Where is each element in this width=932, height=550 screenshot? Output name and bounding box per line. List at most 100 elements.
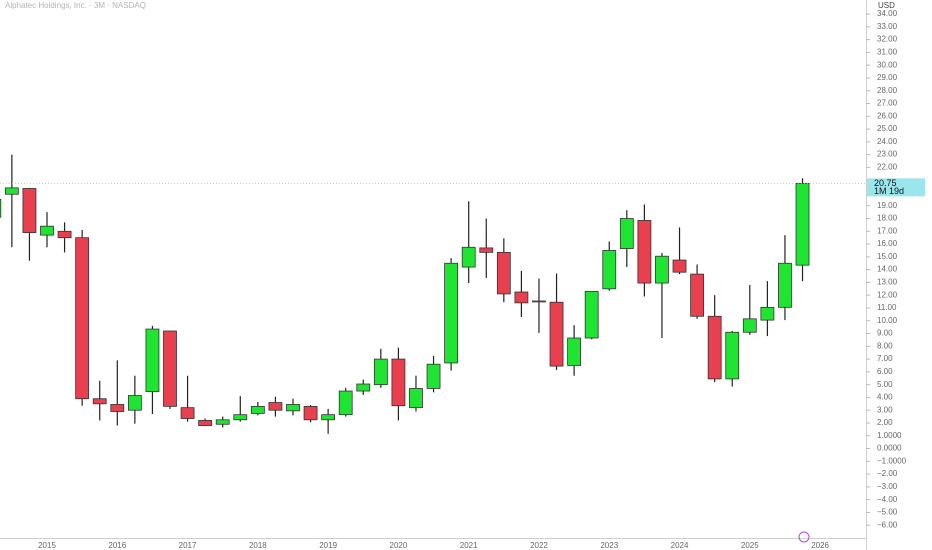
candle-body <box>268 402 283 411</box>
x-tick-label: 2016 <box>108 541 126 550</box>
candle-body <box>461 246 476 268</box>
y-tick-label: 28.00 <box>877 86 898 95</box>
candle-body <box>567 337 582 366</box>
y-tick-label: 30.00 <box>877 60 898 69</box>
y-tick-label: 6.00 <box>877 367 893 376</box>
candle-body <box>338 390 353 416</box>
candle-body <box>391 358 406 407</box>
candle-body <box>707 315 722 380</box>
y-tick-label: 8.00 <box>877 341 893 350</box>
candle-body <box>778 262 792 308</box>
y-tick-label: 19.00 <box>877 201 898 210</box>
y-tick-label: 16.00 <box>877 239 898 248</box>
y-tick-label: 34.00 <box>877 9 898 18</box>
y-tick-label: 5.00 <box>877 380 893 389</box>
y-tick-label: 15.00 <box>877 252 898 261</box>
candle-body <box>4 187 19 195</box>
candle-body <box>127 395 142 411</box>
x-tick-label: 2019 <box>319 541 337 550</box>
candle-body <box>286 404 300 412</box>
y-tick-label: −5.00 <box>877 508 898 517</box>
candle-body <box>250 405 265 414</box>
x-tick-label: 2015 <box>38 541 56 550</box>
candle-body <box>655 255 669 284</box>
x-tick-label: 2022 <box>530 541 548 550</box>
x-tick-label: 2025 <box>741 541 759 550</box>
x-tick-label: 2020 <box>390 541 408 550</box>
y-tick-label: 11.00 <box>877 303 897 312</box>
candle-body <box>637 220 652 284</box>
x-tick-label: 2024 <box>671 541 689 550</box>
candle-body <box>426 363 441 389</box>
candle-body <box>690 273 704 317</box>
candle-body <box>514 291 529 304</box>
y-tick-label: 4.00 <box>877 393 893 402</box>
candle-body <box>742 318 757 333</box>
y-tick-label: 25.00 <box>877 124 898 133</box>
chart-title: Alphatec Holdings, Inc. · 3M · NASDAQ <box>5 1 146 10</box>
candle-body <box>549 301 564 367</box>
y-tick-label: 14.00 <box>877 265 898 274</box>
candle-body <box>215 419 230 425</box>
y-tick-label: −3.00 <box>877 482 898 491</box>
y-tick-label: 7.00 <box>877 354 893 363</box>
candle-body <box>92 398 107 405</box>
candle-body <box>57 230 72 239</box>
candle-body <box>356 383 371 392</box>
last-price-label: 20.75 <box>874 178 897 188</box>
candle-body <box>75 237 90 400</box>
y-tick-label: −1.0000 <box>877 456 907 465</box>
candle-body <box>198 420 213 426</box>
y-tick-label: 29.00 <box>877 73 898 82</box>
candle-body <box>373 358 388 386</box>
candle-body <box>619 218 634 249</box>
candle-body <box>303 405 318 421</box>
candle-body <box>795 182 810 266</box>
y-tick-label: 24.00 <box>877 137 898 146</box>
candle-body <box>40 225 54 236</box>
candle-body <box>496 251 511 295</box>
y-tick-label: 23.00 <box>877 150 898 159</box>
y-tick-label: 0.0000 <box>877 444 902 453</box>
candle-body <box>233 414 248 421</box>
y-axis-label: USD <box>878 1 895 10</box>
candle-body <box>409 388 423 409</box>
candle-body <box>532 300 546 303</box>
logo <box>798 531 810 543</box>
candle-body <box>725 331 740 380</box>
candle-body <box>444 262 459 364</box>
candle-body <box>584 290 599 339</box>
y-tick-label: 18.00 <box>877 214 898 223</box>
last-price-box <box>867 178 925 197</box>
candle-body <box>0 198 2 218</box>
y-tick-label: 26.00 <box>877 111 898 120</box>
candle-body <box>163 330 177 407</box>
y-tick-label: 31.00 <box>877 48 898 57</box>
y-tick-label: 12.00 <box>877 290 898 299</box>
candle-body <box>110 404 125 412</box>
candle-body <box>22 188 37 233</box>
candle-body <box>321 414 336 421</box>
x-tick-label: 2017 <box>179 541 197 550</box>
y-tick-label: 9.00 <box>877 329 893 338</box>
y-tick-label: 17.00 <box>877 226 898 235</box>
y-tick-label: −4.00 <box>877 495 898 504</box>
y-tick-label: 27.00 <box>877 99 898 108</box>
y-tick-label: 2.00 <box>877 418 893 427</box>
y-tick-label: 33.00 <box>877 22 898 31</box>
candle-body <box>479 247 494 253</box>
x-tick-label: 2018 <box>249 541 267 550</box>
y-tick-label: 22.00 <box>877 163 898 172</box>
y-tick-label: 3.00 <box>877 405 893 414</box>
y-tick-label: 13.00 <box>877 278 898 287</box>
x-tick-label: 2021 <box>460 541 478 550</box>
x-tick-label: 2023 <box>600 541 618 550</box>
plot-area <box>0 154 810 434</box>
candle-body <box>602 250 617 290</box>
y-tick-label: −6.00 <box>877 520 898 529</box>
candle-body <box>180 407 195 419</box>
y-tick-label: 10.00 <box>877 316 898 325</box>
y-tick-label: −2.00 <box>877 469 898 478</box>
